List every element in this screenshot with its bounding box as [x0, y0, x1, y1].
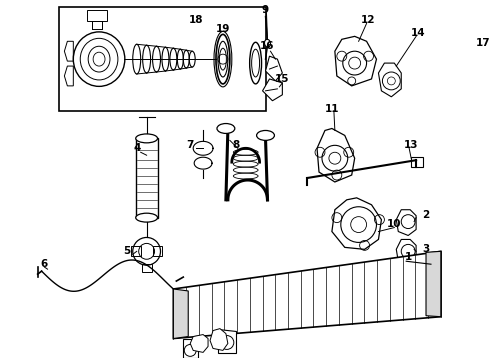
Ellipse shape	[217, 123, 235, 134]
Polygon shape	[218, 329, 236, 354]
Ellipse shape	[257, 130, 274, 140]
Polygon shape	[378, 63, 401, 97]
Text: 13: 13	[404, 140, 418, 150]
Text: 5: 5	[123, 246, 130, 256]
Text: 11: 11	[325, 104, 339, 114]
Bar	[59, 6, 266, 111]
Text: 7: 7	[187, 140, 194, 150]
Polygon shape	[266, 56, 282, 81]
Text: 1: 1	[405, 252, 412, 262]
Bar	[411, 157, 423, 167]
Text: 8: 8	[232, 140, 240, 150]
Bar	[152, 246, 163, 256]
Polygon shape	[335, 36, 376, 86]
Bar	[131, 246, 141, 256]
Text: 12: 12	[361, 14, 376, 24]
Bar	[142, 264, 151, 272]
Ellipse shape	[74, 32, 125, 86]
Text: 14: 14	[411, 28, 425, 39]
Polygon shape	[173, 251, 441, 338]
Polygon shape	[173, 289, 188, 338]
Ellipse shape	[136, 213, 157, 222]
Text: 15: 15	[275, 74, 290, 84]
Bar	[136, 138, 157, 218]
Polygon shape	[190, 334, 208, 352]
Text: 6: 6	[40, 259, 47, 269]
Ellipse shape	[136, 134, 157, 143]
Polygon shape	[396, 239, 416, 265]
Ellipse shape	[216, 34, 230, 84]
Text: 17: 17	[476, 38, 490, 48]
Text: 4: 4	[133, 143, 141, 153]
Text: 18: 18	[189, 14, 203, 24]
Bar	[87, 10, 107, 22]
Text: 3: 3	[422, 244, 430, 255]
Text: 10: 10	[387, 219, 402, 229]
Polygon shape	[210, 329, 228, 350]
Polygon shape	[263, 79, 282, 101]
Text: 2: 2	[422, 210, 430, 220]
Ellipse shape	[250, 42, 262, 84]
Text: 9: 9	[262, 5, 269, 15]
Text: 19: 19	[216, 24, 230, 35]
Polygon shape	[317, 129, 355, 182]
Text: 16: 16	[260, 41, 275, 51]
Polygon shape	[426, 251, 441, 317]
Polygon shape	[332, 198, 381, 249]
Polygon shape	[183, 338, 198, 358]
Ellipse shape	[265, 39, 270, 47]
Bar	[92, 22, 102, 30]
Polygon shape	[396, 210, 416, 235]
